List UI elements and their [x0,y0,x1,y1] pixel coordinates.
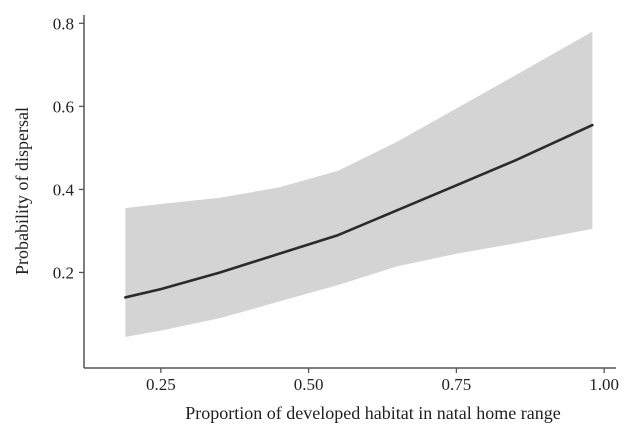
y-tick-label: 0.2 [53,263,74,282]
fitted-line [124,123,594,299]
y-axis-ticks: 0.2 0.4 0.6 0.8 [53,14,84,282]
plot-area [124,31,594,337]
x-tick-label: 1.00 [589,375,619,394]
x-tick-label: 0.75 [442,375,472,394]
y-axis-label: Probability of dispersal [12,107,32,275]
x-axis-label: Proportion of developed habitat in natal… [185,403,560,423]
confidence-ribbon [125,31,593,337]
x-axis-ticks: 0.25 0.50 0.75 1.00 [146,368,619,394]
x-tick-label: 0.50 [294,375,324,394]
y-tick-label: 0.6 [53,97,74,116]
y-tick-label: 0.8 [53,14,74,33]
x-tick-label: 0.25 [146,375,176,394]
axes [83,15,616,369]
y-tick-label: 0.4 [53,180,75,199]
